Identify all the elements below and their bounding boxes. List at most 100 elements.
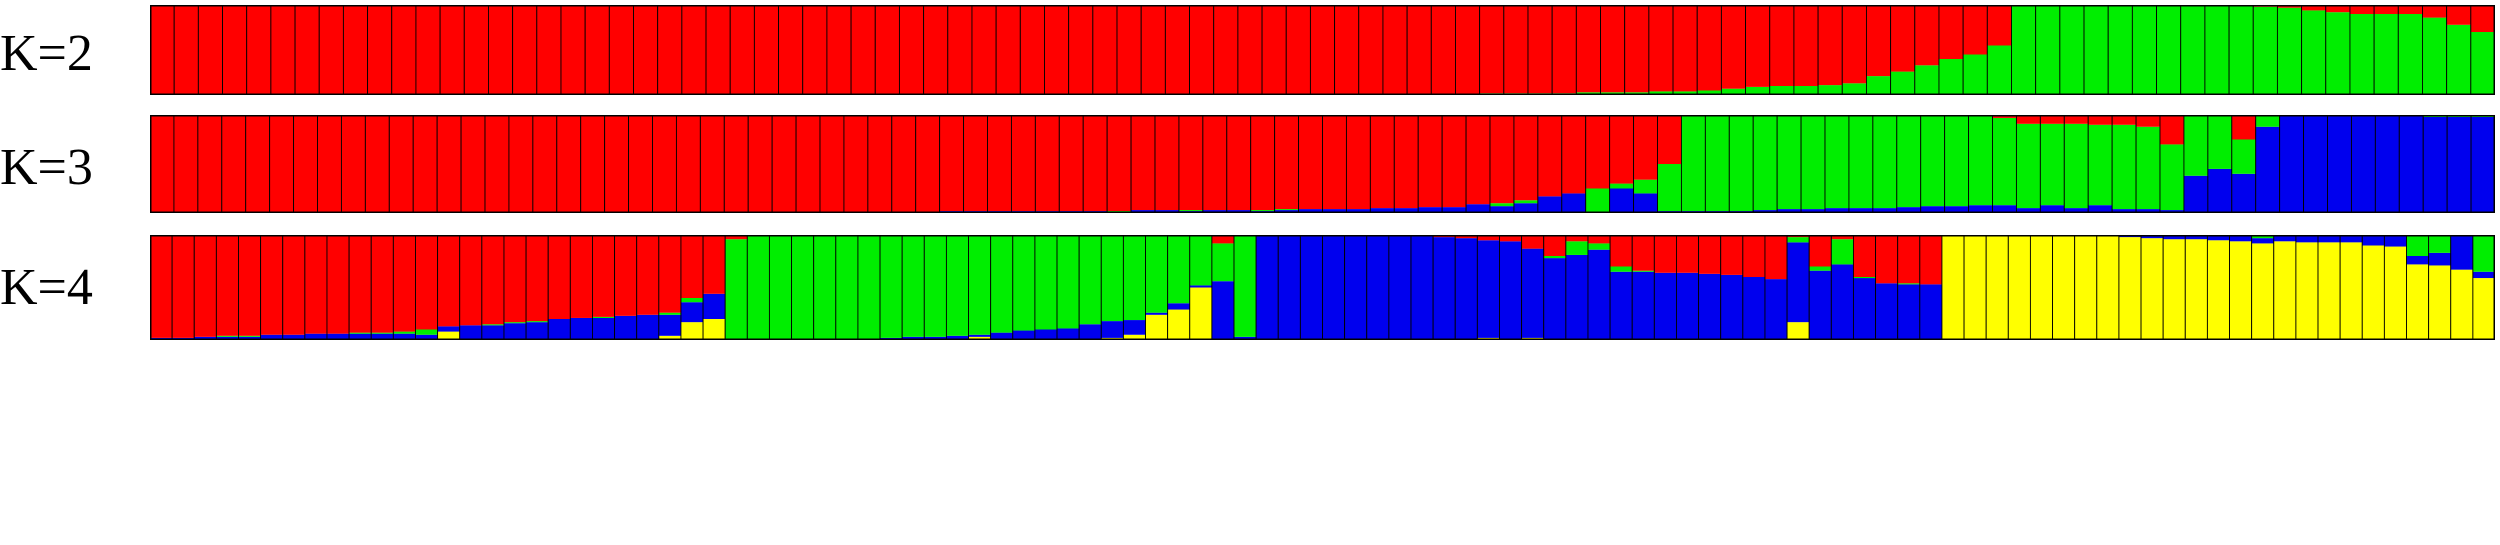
bar-31-red [867,115,892,213]
bar-94-red [2398,5,2423,14]
bar-26-red [703,235,726,294]
bar-80-red [1897,235,1920,284]
bar-23-red [681,5,707,95]
bar-67-blue [1610,271,1633,339]
bar-37-red [1020,5,1045,95]
bar-39-red [1068,5,1093,95]
bar-68-green [1769,86,1794,95]
bar-21-blue [592,317,615,340]
bar-95-green [2422,17,2447,95]
bar-55-red [1455,5,1480,95]
bar-67-red [1745,5,1770,87]
bar-16-red [508,115,533,213]
bar-30-green [791,235,814,340]
bar-1-red [150,115,174,213]
bar-9-red [343,5,368,95]
bar-43-blue [1079,324,1102,339]
bar-64-red [1657,115,1682,164]
bar-27-red [778,5,803,95]
bar-18-red [560,5,586,95]
bar-106-blue [2472,271,2495,279]
bar-66-red [1721,5,1746,89]
bar-68-green [1753,115,1778,211]
bar-5-green [238,335,261,337]
bar-43-red [1165,5,1190,95]
bar-41-red [1117,5,1142,95]
bar-75-green [1920,115,1945,207]
bar-84-green [2136,126,2160,210]
bar-69-blue [1654,272,1677,339]
bar-38-green [968,235,991,335]
bar-50-red [1322,115,1347,210]
bar-62-green [1609,183,1634,189]
bar-66-blue [1587,249,1611,340]
bar-19-red [580,115,605,213]
bar-106-yellow [2472,278,2495,340]
bar-62-red [1499,235,1522,242]
panel-k2 [150,5,2495,95]
bar-26-yellow [703,319,726,340]
bar-94-green [2398,14,2423,95]
bar-61-green [1585,188,1610,213]
bar-53-red [1394,115,1419,209]
bar-62-blue [1499,241,1522,339]
bar-19-red [585,5,610,95]
bar-35-blue [902,336,925,340]
bar-76-blue [1944,206,1969,213]
bar-79-red [2016,115,2041,124]
bar-3-blue [194,336,217,340]
bar-15-red [485,115,509,213]
bar-56-blue [1366,235,1389,340]
bar-65-blue [1565,254,1588,339]
bar-82-blue [2088,205,2113,213]
bar-13-red [437,115,462,213]
bar-18-blue [526,322,549,340]
bar-81-blue [2064,208,2089,213]
bar-36-red [996,5,1021,95]
bar-102-yellow [2384,246,2407,340]
bar-93-green [2374,14,2399,95]
bar-25-red [730,5,755,95]
bar-29-red [826,5,852,95]
bar-82-red [2088,115,2113,125]
bar-26-red [748,115,773,213]
bar-4-green [216,335,239,337]
bar-89-blue [2255,126,2280,213]
bar-73-blue [1742,277,1765,339]
bar-77-red [1987,5,2012,46]
bar-79-blue [2016,208,2041,213]
bar-46-blue [1145,312,1168,315]
bar-77-green [1831,239,1854,265]
bar-75-blue [1920,206,1945,213]
bar-2-red [172,235,195,338]
bar-38-red [1035,115,1060,212]
bar-85-red [2160,115,2184,145]
bar-80-blue [2040,205,2065,213]
bar-91-blue [2141,235,2164,239]
bar-10-red [367,5,392,95]
bar-6-red [269,115,294,213]
bar-51-red [1358,5,1383,95]
bar-75-green [1787,237,1810,243]
bar-75-yellow [1787,322,1810,340]
bar-69-red [1793,5,1819,86]
bar-86-green [2204,5,2230,95]
bar-55-blue [1344,235,1367,340]
bar-44-green [1178,210,1203,212]
bar-70-blue [1676,272,1699,339]
bar-7-red [295,5,320,95]
bar-59-red [1537,115,1562,197]
bar-7-red [282,235,305,335]
panel-frame [150,5,2495,95]
bar-45-red [1213,5,1238,95]
bar-17-red [536,5,561,95]
bar-57-green [1490,203,1514,207]
bar-68-red [1632,235,1655,271]
bar-76-red [1809,235,1832,267]
bar-76-red [1963,5,1988,55]
bar-8-blue [304,333,327,340]
bar-20-red [604,115,629,213]
bar-44-red [1189,5,1214,95]
bar-79-green [2016,123,2041,209]
bar-74-red [1764,235,1788,280]
